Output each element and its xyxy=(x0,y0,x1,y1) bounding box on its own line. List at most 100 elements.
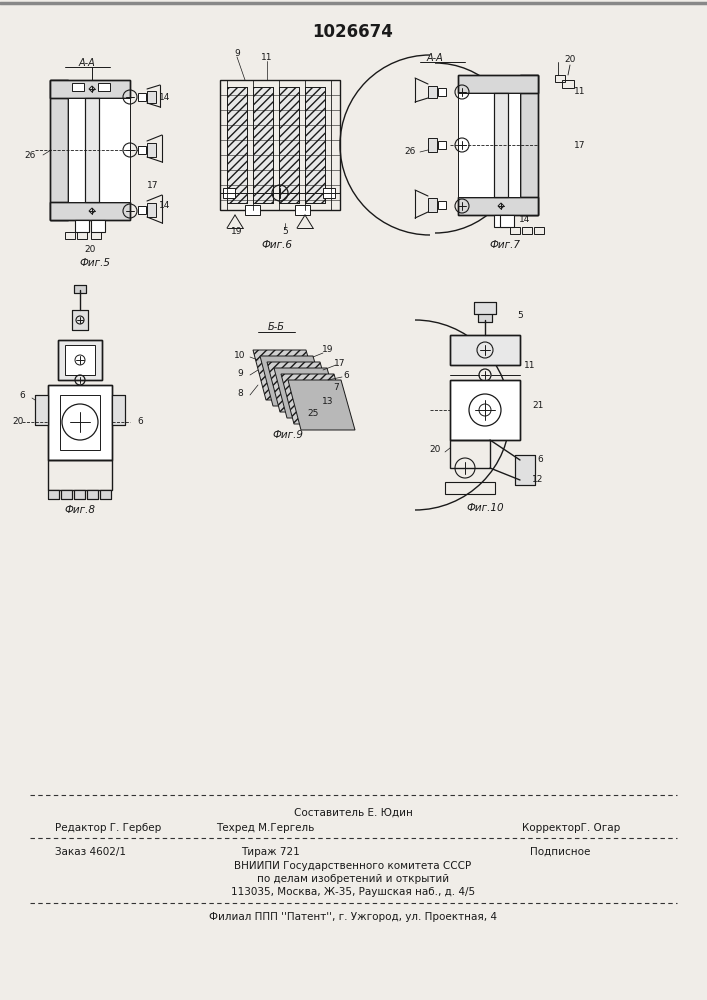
Bar xyxy=(61,490,72,499)
Bar xyxy=(147,203,156,217)
Bar xyxy=(562,80,574,88)
Text: Редактор Г. Гербер: Редактор Г. Гербер xyxy=(55,823,161,833)
Bar xyxy=(223,188,235,198)
Text: Фиг.8: Фиг.8 xyxy=(64,505,95,515)
Bar xyxy=(85,98,99,202)
Text: 8: 8 xyxy=(237,388,243,397)
Polygon shape xyxy=(288,380,355,430)
Text: 20: 20 xyxy=(564,55,575,64)
Bar xyxy=(458,197,538,215)
Text: А-А: А-А xyxy=(78,58,95,68)
Bar xyxy=(68,98,130,202)
Text: Заказ 4602/1: Заказ 4602/1 xyxy=(55,847,126,857)
Bar xyxy=(91,232,101,239)
Text: 14: 14 xyxy=(520,216,531,225)
Text: А-А: А-А xyxy=(426,53,443,63)
Bar xyxy=(500,215,514,227)
Bar xyxy=(50,80,68,220)
Text: Б-Б: Б-Б xyxy=(267,322,284,332)
Bar xyxy=(450,380,520,440)
Bar xyxy=(147,143,156,157)
Bar xyxy=(72,83,84,91)
Text: Составитель Е. Юдин: Составитель Е. Юдин xyxy=(293,808,412,818)
Text: 6: 6 xyxy=(343,370,349,379)
Bar xyxy=(510,227,520,234)
Bar xyxy=(138,206,146,214)
Bar xyxy=(74,490,85,499)
Bar xyxy=(74,490,85,499)
Bar xyxy=(138,146,146,154)
Bar xyxy=(458,197,538,215)
Bar xyxy=(450,380,520,440)
Bar xyxy=(60,395,100,450)
Polygon shape xyxy=(267,362,334,412)
Text: 6: 6 xyxy=(537,456,543,464)
Text: 113035, Москва, Ж-35, Раушская наб., д. 4/5: 113035, Москва, Ж-35, Раушская наб., д. … xyxy=(231,887,475,897)
Text: Подписное: Подписное xyxy=(530,847,590,857)
Text: 20: 20 xyxy=(429,446,440,454)
Text: 17: 17 xyxy=(334,359,346,367)
Bar xyxy=(279,87,299,203)
Bar xyxy=(445,482,495,494)
Polygon shape xyxy=(253,350,320,400)
Bar xyxy=(85,98,99,202)
Bar xyxy=(520,75,538,215)
Bar xyxy=(100,490,111,499)
Bar xyxy=(72,310,88,330)
Bar xyxy=(48,490,59,499)
Text: 14: 14 xyxy=(159,200,170,210)
Text: 7: 7 xyxy=(333,382,339,391)
Bar xyxy=(35,395,48,425)
Text: 5: 5 xyxy=(517,310,523,320)
Bar xyxy=(220,80,340,210)
Bar xyxy=(100,490,111,499)
Bar xyxy=(48,385,112,460)
Bar xyxy=(58,340,102,380)
Text: 20: 20 xyxy=(12,418,24,426)
Text: 6: 6 xyxy=(137,418,143,426)
Bar xyxy=(35,395,48,425)
Bar xyxy=(61,490,72,499)
Text: 13: 13 xyxy=(322,397,334,406)
Polygon shape xyxy=(274,368,341,418)
Bar xyxy=(72,310,88,330)
Text: 17: 17 xyxy=(147,180,159,190)
Bar xyxy=(65,232,75,239)
Bar xyxy=(305,87,325,203)
Bar xyxy=(112,395,125,425)
Text: Тираж 721: Тираж 721 xyxy=(240,847,299,857)
Text: Фиг.9: Фиг.9 xyxy=(272,430,303,440)
Bar xyxy=(515,455,535,485)
Bar xyxy=(74,285,86,293)
Bar xyxy=(279,87,299,203)
Bar xyxy=(520,75,538,215)
Text: 11: 11 xyxy=(574,88,586,97)
Bar xyxy=(87,490,98,499)
Bar xyxy=(474,302,496,314)
Text: 19: 19 xyxy=(322,346,334,355)
Bar xyxy=(138,93,146,101)
Bar xyxy=(147,91,156,103)
Bar xyxy=(58,340,102,380)
Bar xyxy=(323,188,335,198)
Bar xyxy=(65,345,95,375)
Polygon shape xyxy=(260,356,327,406)
Bar xyxy=(522,227,532,234)
Bar xyxy=(253,87,273,203)
Bar xyxy=(494,93,508,197)
Bar xyxy=(87,490,98,499)
Bar xyxy=(112,395,125,425)
Bar xyxy=(450,440,490,468)
Bar xyxy=(50,80,130,98)
Bar xyxy=(494,215,508,227)
Text: 6: 6 xyxy=(19,390,25,399)
Text: 5: 5 xyxy=(282,228,288,236)
Bar xyxy=(428,198,437,212)
Polygon shape xyxy=(281,374,348,424)
Text: 21: 21 xyxy=(532,400,544,410)
Text: 11: 11 xyxy=(262,52,273,62)
Text: 25: 25 xyxy=(308,408,319,418)
Text: 10: 10 xyxy=(234,351,246,360)
Bar xyxy=(515,455,535,485)
Bar xyxy=(428,86,437,98)
